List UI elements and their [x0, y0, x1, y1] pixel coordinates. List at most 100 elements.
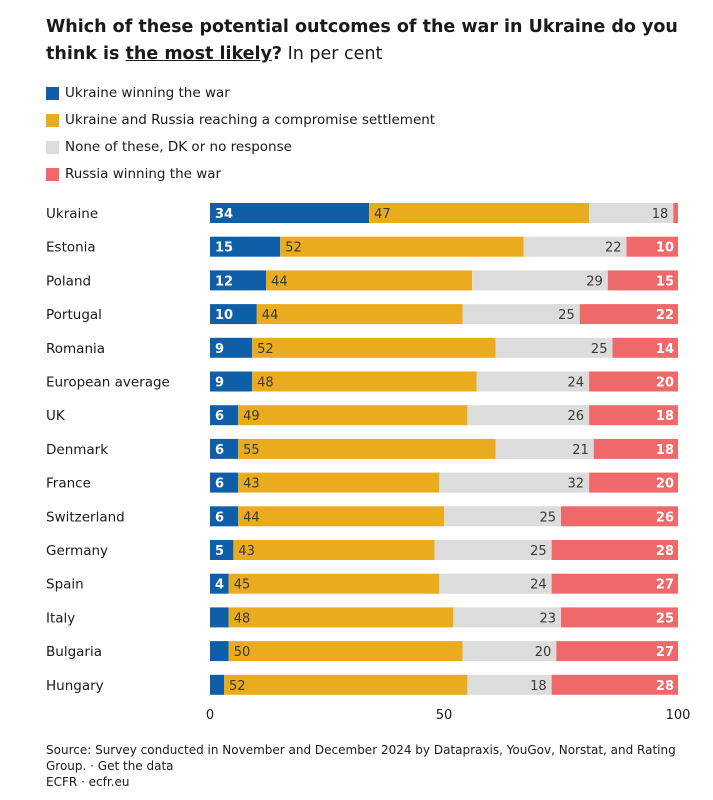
- bar-segment: [439, 573, 552, 594]
- data-label: 25: [539, 510, 556, 525]
- bar-segment: [238, 438, 496, 459]
- bar-segment: [551, 674, 678, 695]
- bar-segment: [210, 203, 370, 223]
- data-label: 25: [558, 308, 575, 323]
- data-label: 44: [262, 308, 279, 323]
- data-label: 6: [215, 443, 224, 458]
- bar-segment: [210, 573, 229, 594]
- legend-swatch: [46, 168, 59, 181]
- data-label: 49: [243, 409, 260, 424]
- data-label: 47: [374, 207, 391, 222]
- bar-segment: [210, 506, 239, 527]
- bar-segment: [238, 506, 444, 527]
- data-label: 25: [656, 611, 674, 626]
- bar-segment: [252, 371, 477, 392]
- chart-title: Which of these potential outcomes of the…: [46, 14, 696, 68]
- source-line-2: Group. · Get the data: [46, 759, 174, 773]
- bar-segment: [210, 405, 239, 426]
- bar-segment: [210, 641, 229, 662]
- bar-segment: [228, 607, 454, 628]
- bar-segment: [673, 203, 678, 223]
- data-label: 26: [656, 510, 674, 525]
- bar-segment: [444, 506, 561, 527]
- category-label: Estonia: [46, 240, 96, 256]
- bar-segment: [556, 641, 678, 662]
- data-label: 28: [656, 679, 674, 694]
- bar-segment: [589, 472, 678, 493]
- category-label: UK: [46, 408, 66, 424]
- category-label: Switzerland: [46, 509, 125, 525]
- data-label: 24: [568, 376, 585, 391]
- bar-segment: [607, 270, 678, 291]
- data-label: 22: [656, 308, 674, 323]
- bar-segment: [561, 607, 678, 628]
- bar-segment: [472, 270, 608, 291]
- data-label: 55: [243, 443, 260, 458]
- data-label: 44: [271, 274, 288, 289]
- legend-swatch: [46, 87, 59, 100]
- bar-segment: [210, 236, 281, 257]
- data-label: 48: [234, 611, 251, 626]
- data-label: 34: [215, 207, 233, 222]
- bar-segment: [551, 573, 678, 594]
- data-label: 21: [572, 443, 589, 458]
- data-label: 9: [215, 376, 224, 391]
- data-label: 32: [568, 477, 585, 492]
- data-label: 25: [591, 342, 608, 357]
- bar-segment: [551, 540, 678, 560]
- x-tick-label: 0: [206, 708, 214, 723]
- bar-segment: [238, 472, 440, 493]
- x-tick-label: 50: [436, 708, 453, 723]
- category-label: Romania: [46, 341, 105, 357]
- category-label: Germany: [46, 543, 108, 559]
- data-label: 15: [215, 241, 233, 256]
- bar-segment: [210, 304, 257, 325]
- data-label: 29: [586, 274, 603, 289]
- bar-segment: [210, 270, 267, 291]
- data-label: 9: [215, 342, 224, 357]
- data-label: 28: [656, 544, 674, 559]
- bar-segment: [210, 371, 253, 392]
- data-label: 18: [656, 443, 674, 458]
- legend-swatch: [46, 141, 59, 154]
- data-label: 45: [234, 578, 251, 593]
- bar-segment: [256, 304, 463, 325]
- bar-segment: [233, 540, 435, 560]
- bar-segment: [579, 304, 678, 325]
- source-line-1: Source: Survey conducted in November and…: [46, 743, 676, 757]
- data-label: 24: [530, 578, 547, 593]
- data-label: 4: [215, 578, 224, 593]
- legend-label: Ukraine winning the war: [65, 85, 230, 101]
- category-label: France: [46, 476, 91, 492]
- data-label: 6: [215, 510, 224, 525]
- data-label: 22: [605, 241, 622, 256]
- bar-segment: [210, 674, 225, 695]
- legend-label: None of these, DK or no response: [65, 139, 292, 155]
- bar-segment: [589, 371, 678, 392]
- bar-segment: [476, 371, 590, 392]
- data-label: 26: [568, 409, 585, 424]
- category-label: Italy: [46, 610, 75, 626]
- data-label: 50: [234, 645, 251, 660]
- legend-label: Russia winning the war: [65, 166, 222, 182]
- category-label: Spain: [46, 577, 84, 593]
- source-note: Source: Survey conducted in November and…: [46, 742, 686, 790]
- data-label: 52: [257, 342, 274, 357]
- bar-segment: [439, 472, 590, 493]
- bar-segment: [462, 641, 557, 662]
- data-label: 20: [656, 376, 674, 391]
- data-label: 27: [656, 578, 674, 593]
- data-label: 43: [243, 477, 260, 492]
- data-label: 48: [257, 376, 274, 391]
- title-question-mark: ?: [271, 44, 283, 64]
- data-label: 25: [530, 544, 547, 559]
- x-tick-label: 100: [666, 708, 691, 723]
- data-label: 18: [656, 409, 674, 424]
- data-label: 18: [652, 207, 669, 222]
- bar-segment: [210, 337, 253, 358]
- title-text: Which of these potential outcomes of the…: [46, 17, 678, 64]
- data-label: 27: [656, 645, 674, 660]
- data-label: 10: [215, 308, 233, 323]
- category-label: Bulgaria: [46, 644, 102, 660]
- bar-segment: [434, 540, 552, 560]
